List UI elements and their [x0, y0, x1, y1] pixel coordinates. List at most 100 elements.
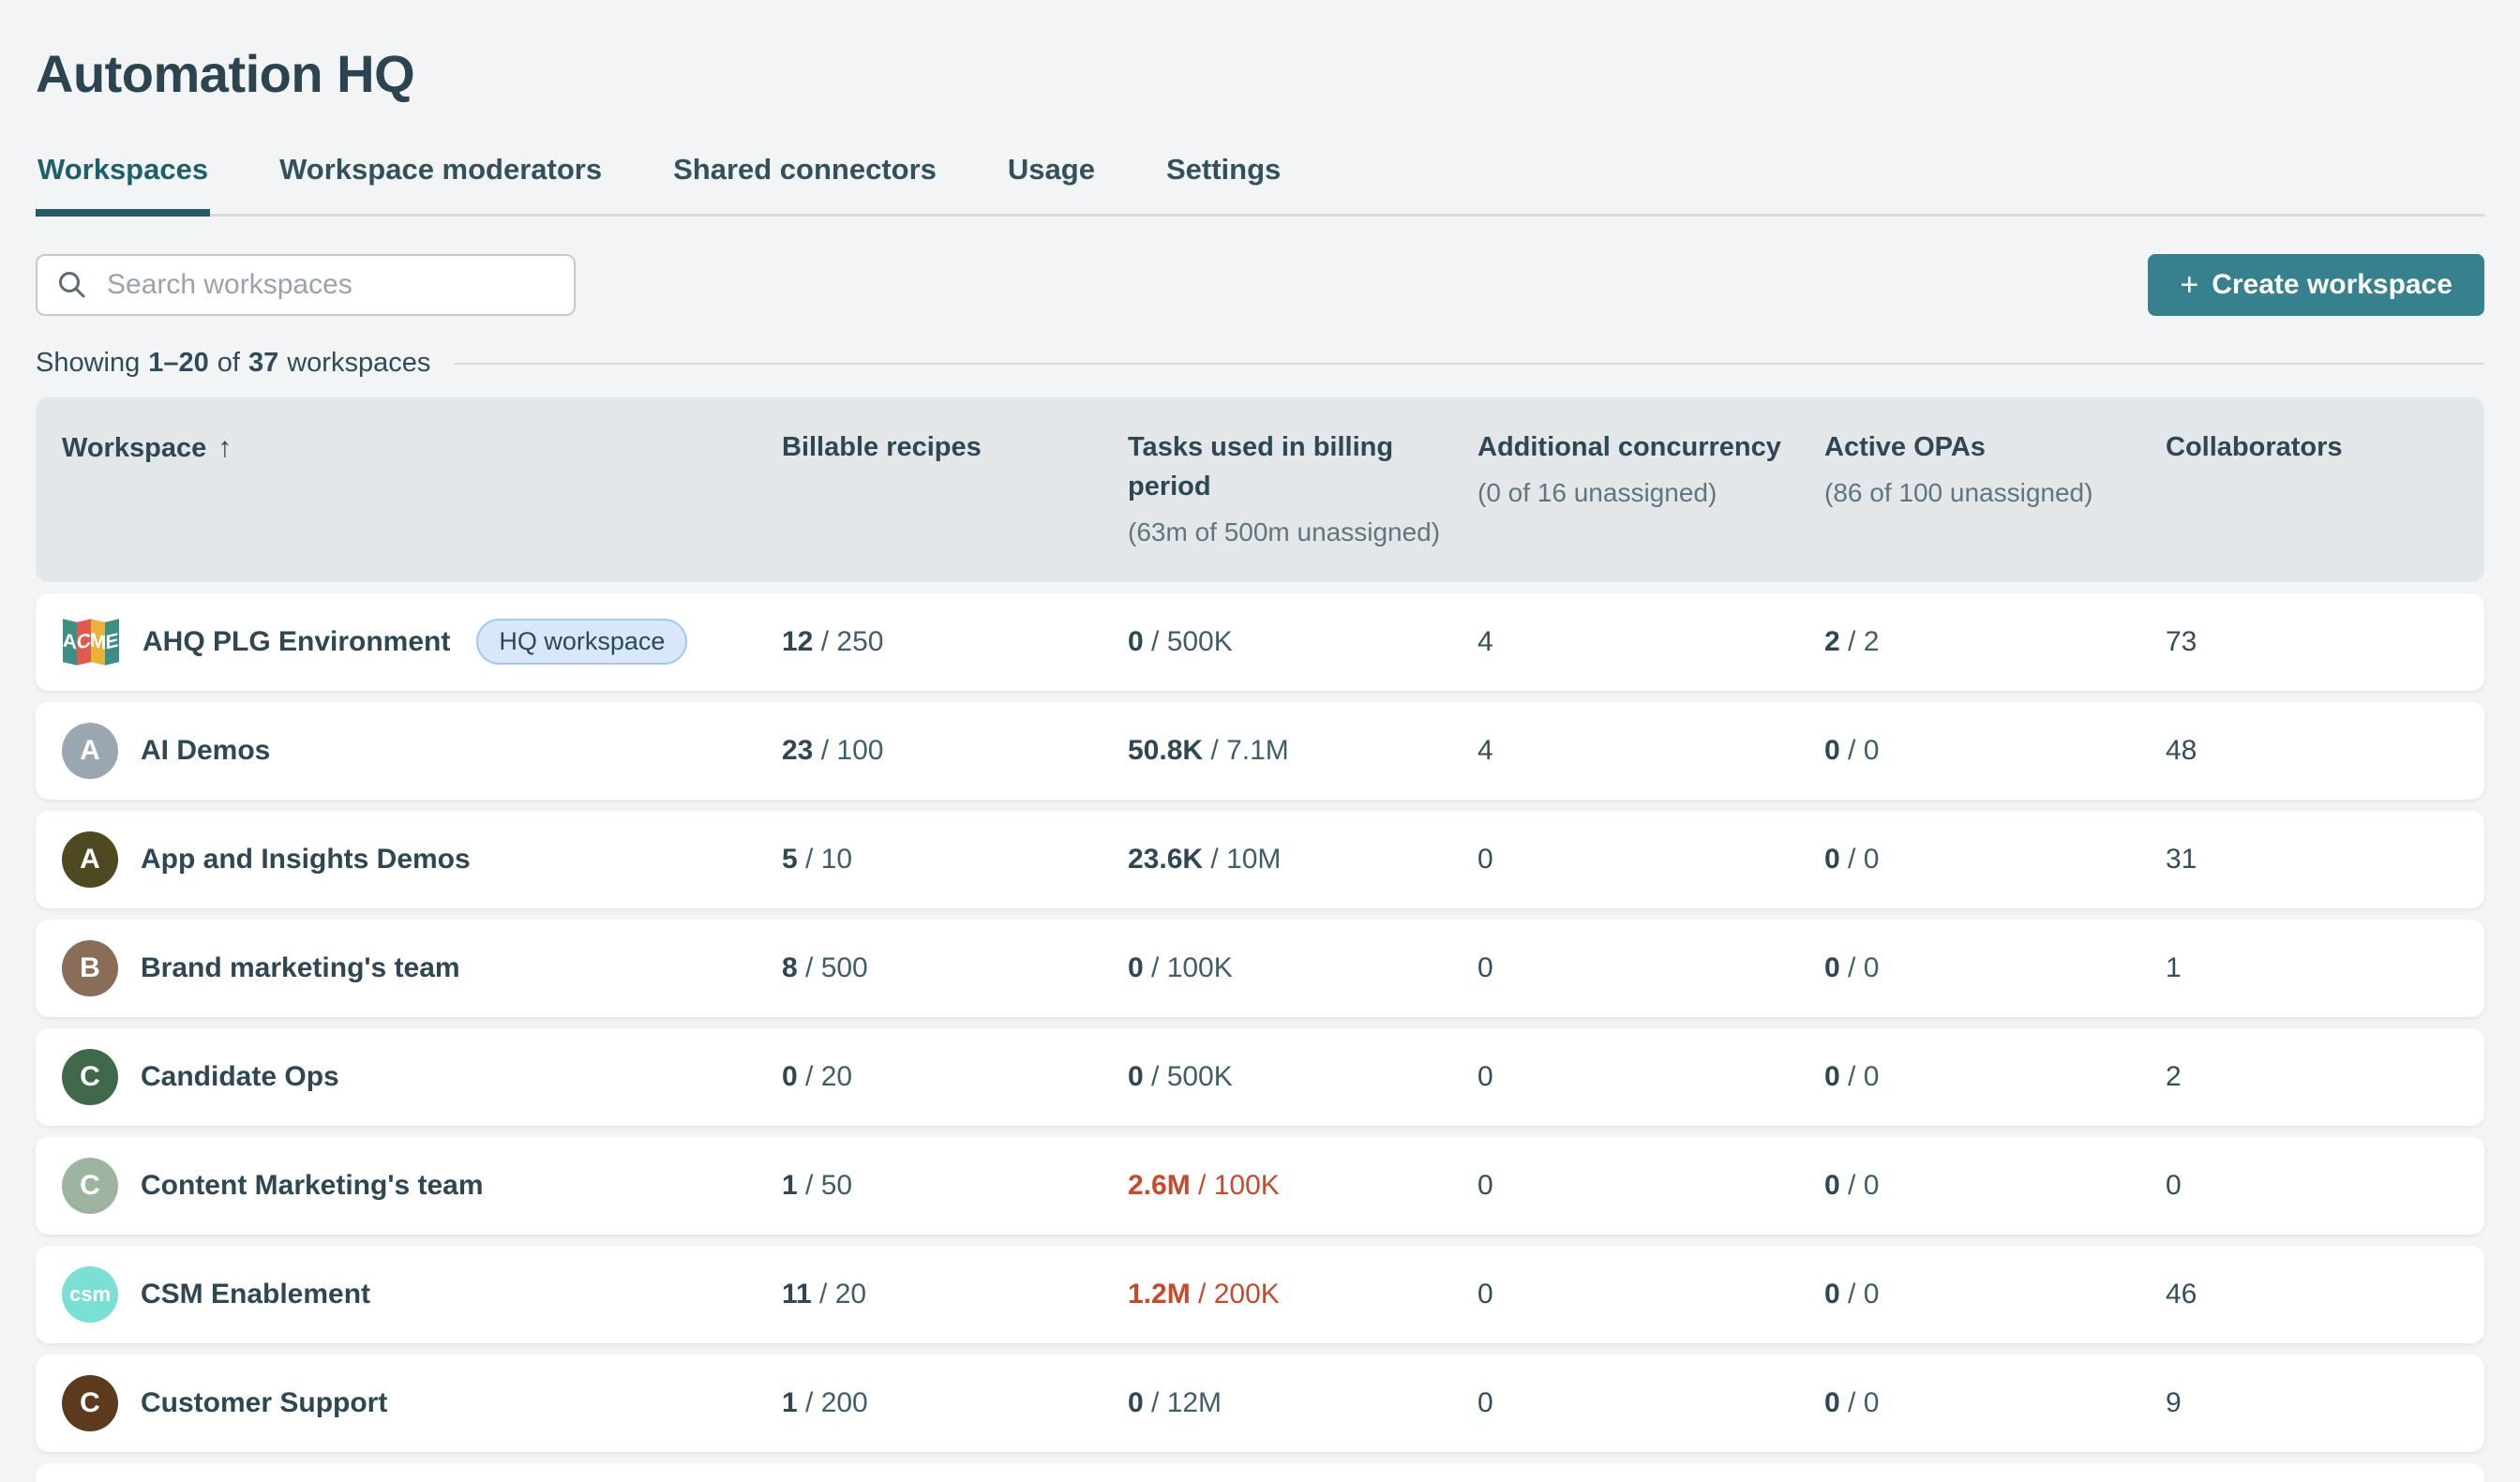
billable-recipes-cell: 1 / 50	[782, 1170, 1128, 1202]
hq-workspace-badge: HQ workspace	[476, 619, 687, 665]
tasks-used: 23.6K	[1128, 844, 1203, 875]
tasks-used-cell: 2.6M / 100K	[1128, 1170, 1478, 1202]
active-opas-cell: 0 / 0	[1824, 844, 2166, 876]
additional-concurrency-cell: 0	[1478, 1170, 1824, 1202]
column-header-active-opas: Active OPAs (86 of 100 unassigned)	[1824, 427, 2166, 513]
billable-recipes-cell: 8 / 500	[782, 952, 1128, 984]
plus-icon: +	[2180, 269, 2198, 301]
billable-total: / 20	[798, 1061, 852, 1092]
workspace-row[interactable]: csm CSM Enablement 11 / 20 1.2M / 200K 0…	[36, 1246, 2484, 1343]
workspace-name[interactable]: AI Demos	[141, 735, 270, 767]
workspace-name[interactable]: App and Insights Demos	[141, 844, 471, 876]
opas-used: 0	[1824, 1061, 1840, 1092]
billable-used: 11	[782, 1279, 812, 1310]
acme-panel: E	[105, 619, 119, 665]
workspace-name[interactable]: Brand marketing's team	[141, 952, 460, 984]
active-opas-cell: 2 / 2	[1824, 626, 2166, 658]
concurrency-unassigned-note: (0 of 16 unassigned)	[1478, 474, 1796, 513]
billable-used: 1	[782, 1170, 798, 1201]
workspace-name-cell: C Content Marketing's team	[62, 1158, 782, 1214]
tasks-total: / 500K	[1144, 1061, 1233, 1092]
tab-usage[interactable]: Usage	[1006, 153, 1097, 217]
workspace-name-cell: C Customer Support	[62, 1375, 782, 1431]
billable-recipes-cell: 0 / 20	[782, 1061, 1128, 1093]
billable-used: 1	[782, 1387, 798, 1418]
opas-used: 0	[1824, 735, 1840, 766]
opas-total: / 0	[1840, 1061, 1880, 1092]
workspace-avatar: A	[62, 723, 118, 779]
opas-total: / 0	[1840, 952, 1880, 983]
workspace-row[interactable]: C Candidate Ops 0 / 20 0 / 500K 0 0 / 0 …	[36, 1028, 2484, 1126]
workspace-row[interactable]: B Brand marketing's team 8 / 500 0 / 100…	[36, 920, 2484, 1017]
opas-used: 0	[1824, 952, 1840, 983]
opas-used: 2	[1824, 626, 1840, 657]
tab-workspaces[interactable]: Workspaces	[36, 153, 210, 217]
create-workspace-label: Create workspace	[2212, 269, 2452, 301]
workspace-row[interactable]: C Content Marketing's team 1 / 50 2.6M /…	[36, 1137, 2484, 1235]
tasks-used-cell: 1.2M / 200K	[1128, 1279, 1478, 1310]
workspace-row[interactable]: ACME AHQ PLG Environment HQ workspace 12…	[36, 593, 2484, 691]
active-opas-cell: 0 / 0	[1824, 1170, 2166, 1202]
automation-hq-page: Automation HQ Workspaces Workspace moder…	[0, 0, 2520, 1482]
column-header-billable-recipes: Billable recipes	[782, 427, 1128, 467]
collaborators-cell: 31	[2166, 844, 2458, 876]
column-header-workspace[interactable]: Workspace↑	[62, 427, 782, 469]
workspace-name[interactable]: Candidate Ops	[141, 1061, 339, 1093]
opas-total: / 2	[1840, 626, 1880, 657]
workspace-name-cell: A AI Demos	[62, 723, 782, 779]
tasks-unassigned-note: (63m of 500m unassigned)	[1128, 514, 1449, 552]
tasks-used: 0	[1128, 1061, 1144, 1092]
workspace-row[interactable]: A AI Demos 23 / 100 50.8K / 7.1M 4 0 / 0…	[36, 702, 2484, 800]
additional-concurrency-cell: 0	[1478, 1061, 1824, 1093]
active-opas-cell: 0 / 0	[1824, 1061, 2166, 1093]
tasks-used-cell: 0 / 500K	[1128, 626, 1478, 658]
workspace-avatar: C	[62, 1158, 118, 1214]
tasks-used: 0	[1128, 1387, 1144, 1418]
billable-recipes-cell: 5 / 10	[782, 844, 1128, 876]
workspace-avatar: B	[62, 940, 118, 996]
toolbar: + Create workspace	[36, 254, 2484, 316]
acme-panel: A	[63, 619, 77, 665]
opas-total: / 0	[1840, 735, 1880, 766]
summary-range: 1–20	[148, 348, 209, 379]
tasks-used: 50.8K	[1128, 735, 1203, 766]
workspace-name[interactable]: Customer Support	[141, 1387, 387, 1419]
tab-settings[interactable]: Settings	[1164, 153, 1282, 217]
workspace-name-cell: ACME AHQ PLG Environment HQ workspace	[62, 614, 782, 670]
tasks-total: / 12M	[1144, 1387, 1222, 1418]
collaborators-cell: 48	[2166, 735, 2458, 767]
opas-used: 0	[1824, 1387, 1840, 1418]
workspace-name[interactable]: AHQ PLG Environment	[142, 626, 450, 658]
workspace-name[interactable]: Content Marketing's team	[141, 1170, 484, 1202]
search-input[interactable]	[105, 268, 555, 302]
column-header-collaborators: Collaborators	[2166, 427, 2458, 467]
workspace-name-cell: C Candidate Ops	[62, 1049, 782, 1105]
workspace-avatar: C	[62, 1049, 118, 1105]
tasks-used: 2.6M	[1128, 1170, 1191, 1201]
acme-panel: C	[77, 619, 91, 665]
billable-recipes-cell: 12 / 250	[782, 626, 1128, 658]
summary-total: 37	[248, 348, 278, 379]
tab-workspace-moderators[interactable]: Workspace moderators	[278, 153, 604, 217]
summary-prefix: Showing	[36, 348, 140, 379]
tasks-used: 0	[1128, 952, 1144, 983]
collaborators-cell: 73	[2166, 626, 2458, 658]
workspace-name-cell: B Brand marketing's team	[62, 940, 782, 996]
tab-bar: Workspaces Workspace moderators Shared c…	[36, 153, 2484, 217]
tasks-used-cell: 23.6K / 10M	[1128, 844, 1478, 876]
opas-used: 0	[1824, 1279, 1840, 1310]
opas-total: / 0	[1840, 1170, 1880, 1201]
create-workspace-button[interactable]: + Create workspace	[2148, 254, 2484, 316]
tab-shared-connectors[interactable]: Shared connectors	[671, 153, 938, 217]
billable-total: / 100	[813, 735, 883, 766]
workspace-name[interactable]: CSM Enablement	[141, 1279, 370, 1310]
additional-concurrency-cell: 0	[1478, 1279, 1824, 1310]
billable-used: 0	[782, 1061, 798, 1092]
workspace-row[interactable]: A App and Insights Demos 5 / 10 23.6K / …	[36, 811, 2484, 908]
search-box[interactable]	[36, 254, 576, 316]
additional-concurrency-cell: 0	[1478, 844, 1824, 876]
tasks-used-cell: 0 / 12M	[1128, 1387, 1478, 1419]
tasks-total: / 500K	[1144, 626, 1233, 657]
workspace-row[interactable]: C Customer Support 1 / 200 0 / 12M 0 0 /…	[36, 1355, 2484, 1452]
tasks-total: / 200K	[1191, 1279, 1280, 1310]
